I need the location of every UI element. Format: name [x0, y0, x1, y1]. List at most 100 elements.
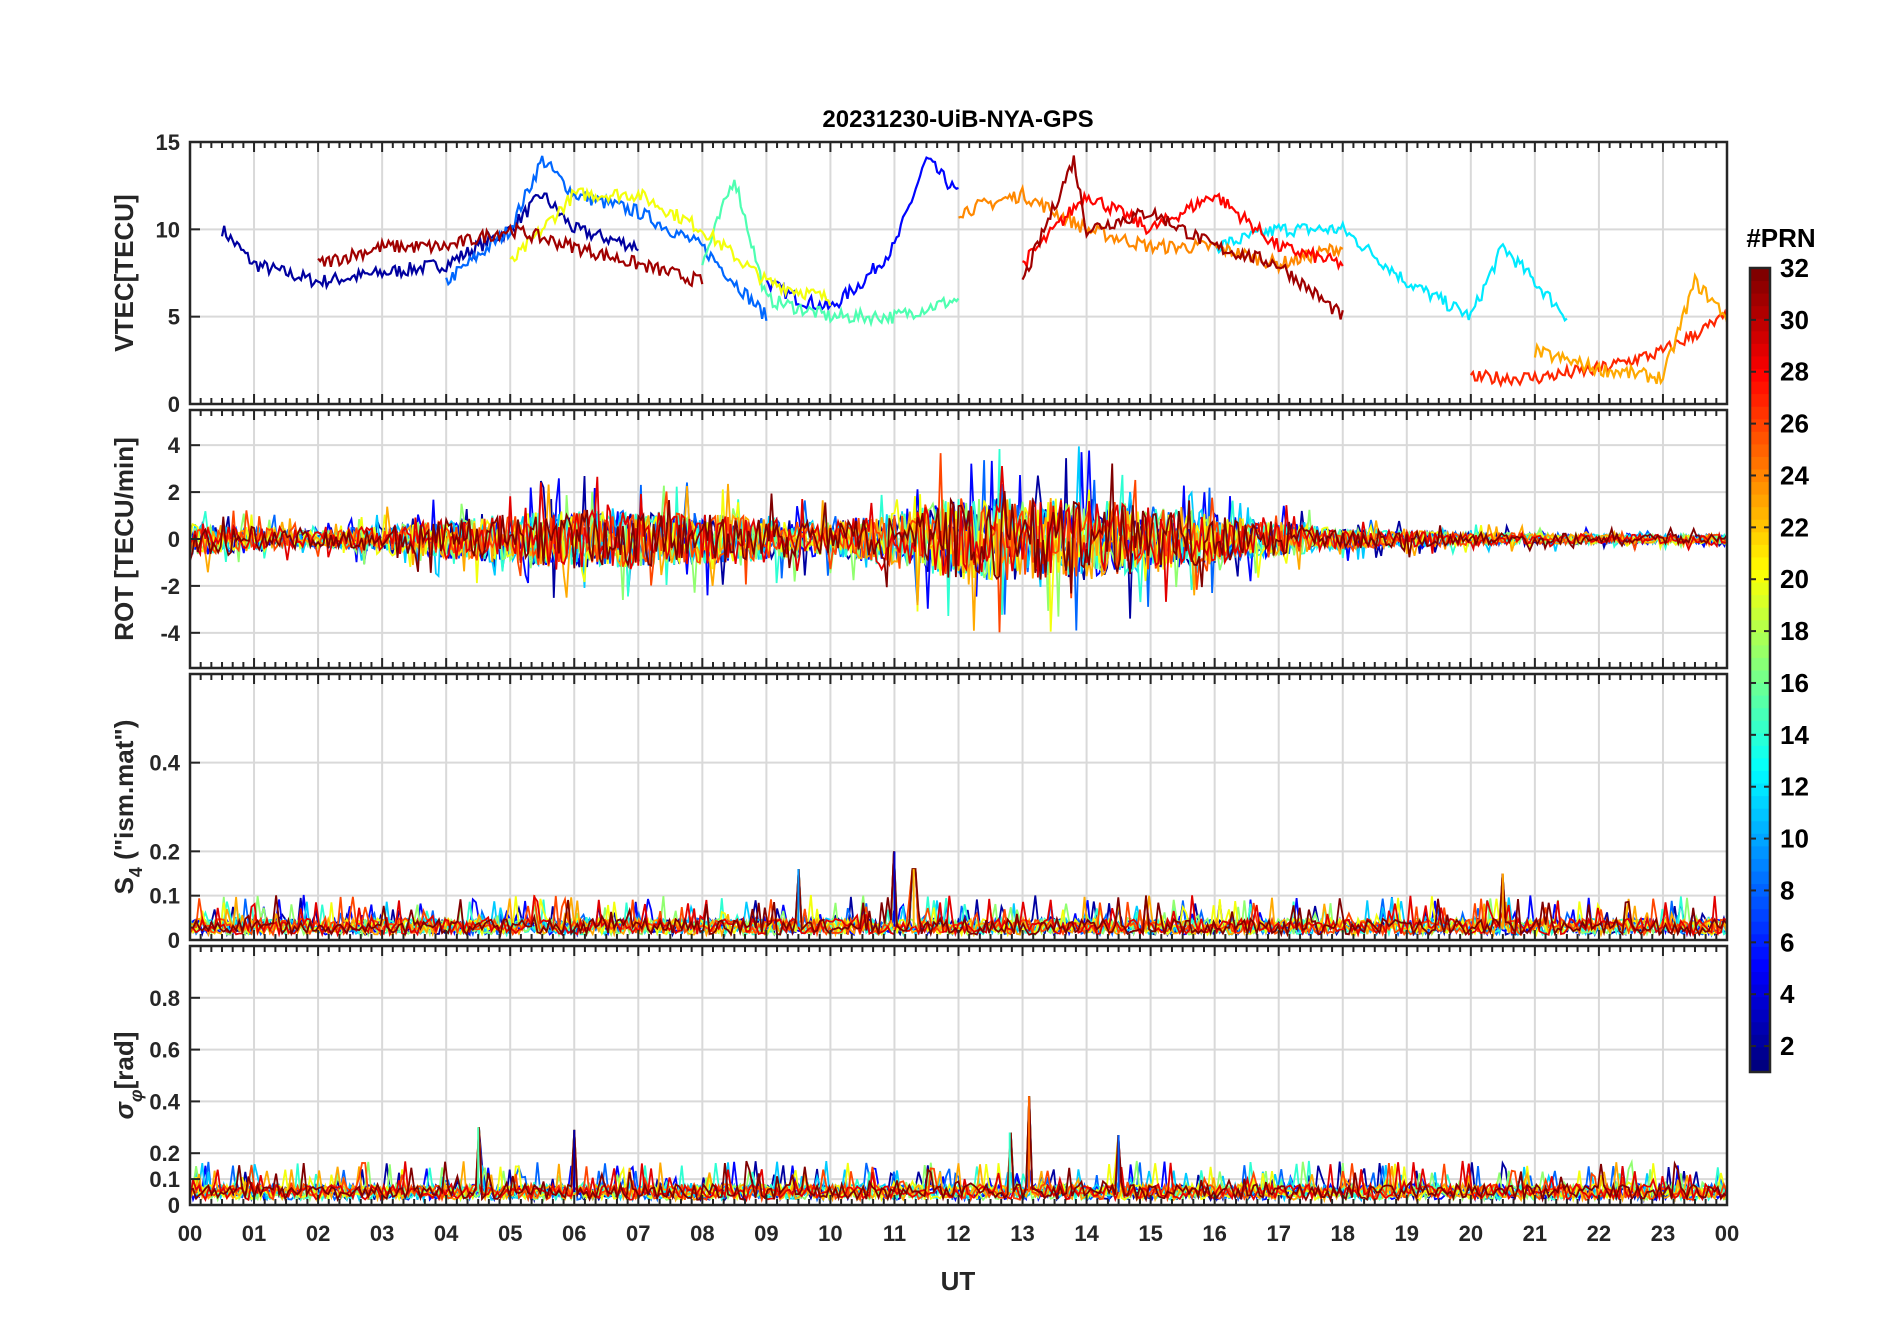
x-tick-label: 17: [1266, 1221, 1290, 1246]
colorbar-cell: [1750, 343, 1770, 357]
x-tick-label: 20: [1459, 1221, 1483, 1246]
y-axis-label-main: S: [109, 877, 139, 894]
colorbar-cell: [1750, 318, 1770, 332]
colorbar-tick-label: 28: [1780, 357, 1809, 387]
colorbar-tick-label: 22: [1780, 512, 1809, 542]
colorbar-cell: [1750, 632, 1770, 646]
colorbar-cell: [1750, 996, 1770, 1010]
colorbar-cell: [1750, 808, 1770, 822]
colorbar-cell: [1750, 494, 1770, 508]
x-tick-label: 18: [1331, 1221, 1355, 1246]
y-axis-label-sub: φ: [126, 1089, 146, 1102]
colorbar-cell: [1750, 330, 1770, 344]
colorbar-cell: [1750, 845, 1770, 859]
y-axis-label: S4 ("ism.mat"): [109, 720, 146, 895]
colorbar-cell: [1750, 1021, 1770, 1035]
colorbar-cell: [1750, 971, 1770, 985]
colorbar-cell: [1750, 293, 1770, 307]
y-axis-label-main: σ: [109, 1100, 139, 1119]
colorbar-cell: [1750, 795, 1770, 809]
colorbar-cell: [1750, 783, 1770, 797]
colorbar-tick-label: 2: [1780, 1031, 1794, 1061]
x-tick-label: 19: [1395, 1221, 1419, 1246]
series-line-prn-31: [1021, 155, 1344, 320]
chart-title: 20231230-UiB-NYA-GPS: [822, 106, 1093, 133]
colorbar-cell: [1750, 896, 1770, 910]
x-tick-label: 15: [1138, 1221, 1162, 1246]
x-tick-label: 00: [1715, 1221, 1739, 1246]
colorbar-cell: [1750, 933, 1770, 947]
colorbar-cell: [1750, 355, 1770, 369]
series-line-prn-32: [190, 463, 1727, 594]
colorbar-tick-label: 12: [1780, 772, 1809, 802]
y-tick-label: 4: [168, 433, 181, 458]
series-line-prn-29: [190, 466, 1727, 602]
x-tick-label: 00: [178, 1221, 202, 1246]
colorbar-tick-label: 8: [1780, 875, 1794, 905]
y-tick-label: 10: [156, 217, 180, 242]
x-tick-label: 01: [242, 1221, 266, 1246]
x-tick-label: 08: [690, 1221, 714, 1246]
series-line-prn-23: [190, 895, 1727, 938]
y-tick-label: -2: [160, 574, 180, 599]
series-line-prn-28: [1022, 190, 1344, 271]
colorbar-cell: [1750, 531, 1770, 545]
colorbar-cell: [1750, 556, 1770, 570]
colorbar-cell: [1750, 883, 1770, 897]
colorbar-cell: [1750, 368, 1770, 382]
panel-rot: -4 -2 0 2 4 ROT [TECU/min]: [109, 408, 1729, 670]
series-line-prn-32: [190, 1096, 1727, 1203]
colorbar-cell: [1750, 469, 1770, 483]
series-group: [190, 446, 1727, 633]
y-tick-label: 0.1: [149, 884, 180, 909]
y-tick-label: 0: [168, 392, 180, 417]
y-tick-label: 0.4: [149, 751, 180, 776]
colorbar-tick-label: 10: [1780, 824, 1809, 854]
x-tick-label: 12: [946, 1221, 970, 1246]
colorbar-tick-label: 30: [1780, 305, 1809, 335]
x-tick-label: 21: [1523, 1221, 1547, 1246]
colorbar-cell: [1750, 707, 1770, 721]
panel-sigma: 00.10.20.40.60.8σφ[rad]: [109, 944, 1729, 1218]
y-tick-label: 0.6: [149, 1038, 180, 1063]
x-tick-label: 10: [818, 1221, 842, 1246]
colorbar-cell: [1750, 720, 1770, 734]
colorbar-cell: [1750, 1009, 1770, 1023]
colorbar-tick-label: 4: [1780, 979, 1795, 1009]
colorbar-cell: [1750, 657, 1770, 671]
x-tick-label: 23: [1651, 1221, 1675, 1246]
colorbar-cell: [1750, 418, 1770, 432]
x-tick-label: 07: [626, 1221, 650, 1246]
colorbar-cell: [1750, 695, 1770, 709]
colorbar-cell: [1750, 757, 1770, 771]
colorbar-cell: [1750, 519, 1770, 533]
colorbar-tick-label: 14: [1780, 720, 1809, 750]
colorbar-cell: [1750, 481, 1770, 495]
x-tick-label: 02: [306, 1221, 330, 1246]
colorbar-cell: [1750, 506, 1770, 520]
colorbar-cell: [1750, 921, 1770, 935]
colorbar-cell: [1750, 745, 1770, 759]
y-axis-label: σφ[rad]: [109, 1032, 146, 1120]
colorbar-cell: [1750, 381, 1770, 395]
colorbar-frame: [1748, 266, 1772, 1074]
x-tick-label: 14: [1074, 1221, 1099, 1246]
y-axis-label-rest: [rad]: [109, 1032, 139, 1090]
y-axis-label: VTEC[TECU]: [109, 194, 139, 351]
colorbar-cell: [1750, 544, 1770, 558]
colorbar-cell: [1750, 908, 1770, 922]
panel-vtec: 0 5 10 15 VTEC[TECU]: [109, 130, 1729, 417]
y-tick-label: 0: [168, 928, 180, 953]
colorbar-cell: [1750, 268, 1770, 282]
colorbar-cell: [1750, 456, 1770, 470]
y-axis-label: ROT [TECU/min]: [109, 437, 139, 641]
colorbar-cell: [1750, 569, 1770, 583]
x-tick-label: 13: [1010, 1221, 1034, 1246]
x-tick-label: 16: [1202, 1221, 1226, 1246]
y-tick-label: 0.4: [149, 1089, 180, 1114]
y-tick-label: 2: [168, 480, 180, 505]
colorbar-cell: [1750, 619, 1770, 633]
colorbar-tick-label: 6: [1780, 927, 1794, 957]
